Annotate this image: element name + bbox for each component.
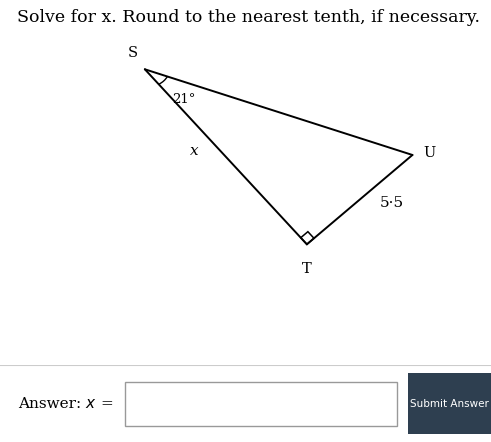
Text: 21°: 21° <box>172 93 195 106</box>
FancyBboxPatch shape <box>408 373 491 434</box>
FancyBboxPatch shape <box>125 382 397 426</box>
Text: Solve for x. Round to the nearest tenth, if necessary.: Solve for x. Round to the nearest tenth,… <box>17 9 480 26</box>
Text: Answer:: Answer: <box>18 397 81 411</box>
Text: U: U <box>423 146 436 160</box>
Text: Submit Answer: Submit Answer <box>409 399 489 409</box>
Text: x: x <box>190 145 198 158</box>
Text: 5·5: 5·5 <box>380 196 404 210</box>
Text: T: T <box>302 262 312 276</box>
Text: =: = <box>100 397 113 411</box>
Text: S: S <box>127 46 137 60</box>
Text: $x$: $x$ <box>85 397 97 411</box>
